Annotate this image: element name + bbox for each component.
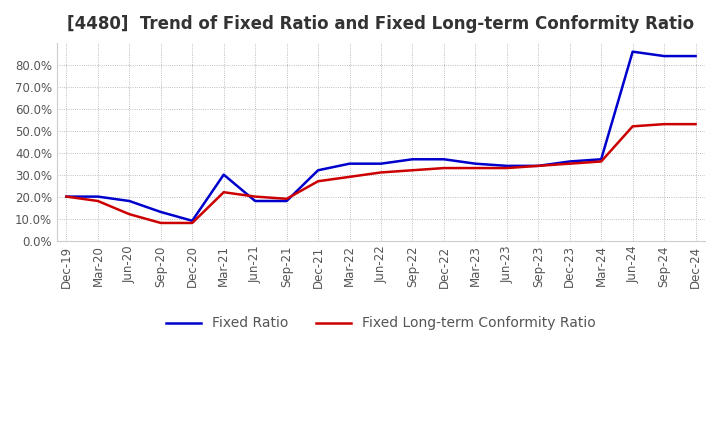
- Fixed Long-term Conformity Ratio: [156, 220, 165, 226]
- Fixed Ratio: [534, 163, 543, 169]
- Fixed Long-term Conformity Ratio: [282, 196, 291, 202]
- Fixed Ratio: [440, 157, 449, 162]
- Fixed Long-term Conformity Ratio: [188, 220, 197, 226]
- Fixed Ratio: [660, 53, 668, 59]
- Fixed Long-term Conformity Ratio: [691, 121, 700, 127]
- Fixed Ratio: [94, 194, 102, 199]
- Fixed Long-term Conformity Ratio: [471, 165, 480, 171]
- Fixed Long-term Conformity Ratio: [62, 194, 71, 199]
- Fixed Long-term Conformity Ratio: [345, 174, 354, 180]
- Fixed Long-term Conformity Ratio: [94, 198, 102, 204]
- Fixed Ratio: [565, 159, 574, 164]
- Fixed Ratio: [282, 198, 291, 204]
- Fixed Ratio: [691, 53, 700, 59]
- Fixed Long-term Conformity Ratio: [503, 165, 511, 171]
- Fixed Long-term Conformity Ratio: [440, 165, 449, 171]
- Fixed Long-term Conformity Ratio: [408, 168, 417, 173]
- Fixed Ratio: [62, 194, 71, 199]
- Fixed Ratio: [377, 161, 385, 166]
- Fixed Ratio: [345, 161, 354, 166]
- Fixed Ratio: [188, 218, 197, 224]
- Fixed Long-term Conformity Ratio: [660, 121, 668, 127]
- Fixed Long-term Conformity Ratio: [220, 190, 228, 195]
- Fixed Ratio: [251, 198, 259, 204]
- Fixed Ratio: [597, 157, 606, 162]
- Line: Fixed Ratio: Fixed Ratio: [66, 51, 696, 221]
- Fixed Ratio: [220, 172, 228, 177]
- Title: [4480]  Trend of Fixed Ratio and Fixed Long-term Conformity Ratio: [4480] Trend of Fixed Ratio and Fixed Lo…: [68, 15, 695, 33]
- Fixed Long-term Conformity Ratio: [314, 179, 323, 184]
- Fixed Long-term Conformity Ratio: [534, 163, 543, 169]
- Legend: Fixed Ratio, Fixed Long-term Conformity Ratio: Fixed Ratio, Fixed Long-term Conformity …: [161, 311, 601, 336]
- Fixed Ratio: [314, 168, 323, 173]
- Fixed Long-term Conformity Ratio: [125, 212, 134, 217]
- Fixed Long-term Conformity Ratio: [629, 124, 637, 129]
- Fixed Long-term Conformity Ratio: [251, 194, 259, 199]
- Fixed Ratio: [125, 198, 134, 204]
- Fixed Ratio: [629, 49, 637, 54]
- Fixed Long-term Conformity Ratio: [597, 159, 606, 164]
- Fixed Long-term Conformity Ratio: [377, 170, 385, 175]
- Fixed Ratio: [503, 163, 511, 169]
- Fixed Ratio: [408, 157, 417, 162]
- Fixed Long-term Conformity Ratio: [565, 161, 574, 166]
- Fixed Ratio: [471, 161, 480, 166]
- Fixed Ratio: [156, 209, 165, 215]
- Line: Fixed Long-term Conformity Ratio: Fixed Long-term Conformity Ratio: [66, 124, 696, 223]
